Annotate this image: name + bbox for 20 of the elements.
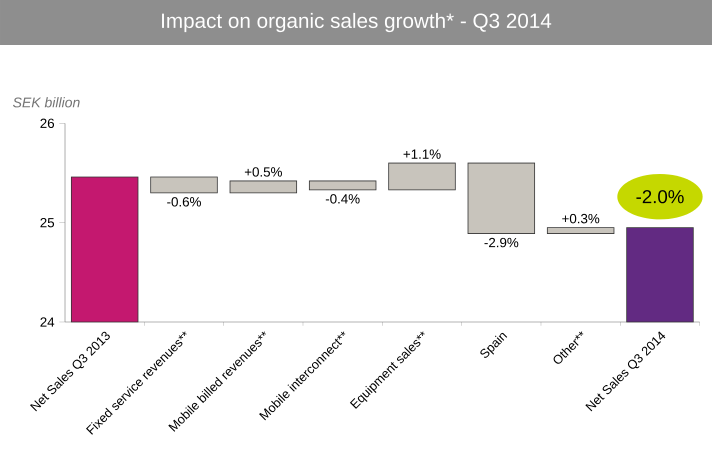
annotation: +0.5% — [244, 167, 282, 177]
bar — [388, 162, 456, 190]
bar — [626, 227, 694, 322]
annotation: +1.1% — [404, 149, 441, 159]
bar — [230, 180, 298, 194]
y-tick-label: 24 — [40, 317, 54, 327]
bar — [468, 162, 536, 234]
y-axis-title: SEK billion — [13, 97, 80, 108]
annotation: -0.4% — [326, 194, 360, 204]
bar — [546, 227, 614, 234]
annotation: -0.6% — [167, 197, 201, 207]
annotation: -2.0% — [636, 190, 684, 204]
chart-title: Impact on organic sales growth* - Q3 2014 — [162, 12, 552, 32]
bar — [150, 176, 218, 194]
bar — [70, 176, 138, 322]
annotation: +0.3% — [562, 214, 600, 224]
bar — [308, 180, 376, 190]
annotation: -2.9% — [484, 238, 518, 248]
y-tick-label: 26 — [40, 118, 54, 128]
y-tick-label: 25 — [40, 218, 54, 228]
